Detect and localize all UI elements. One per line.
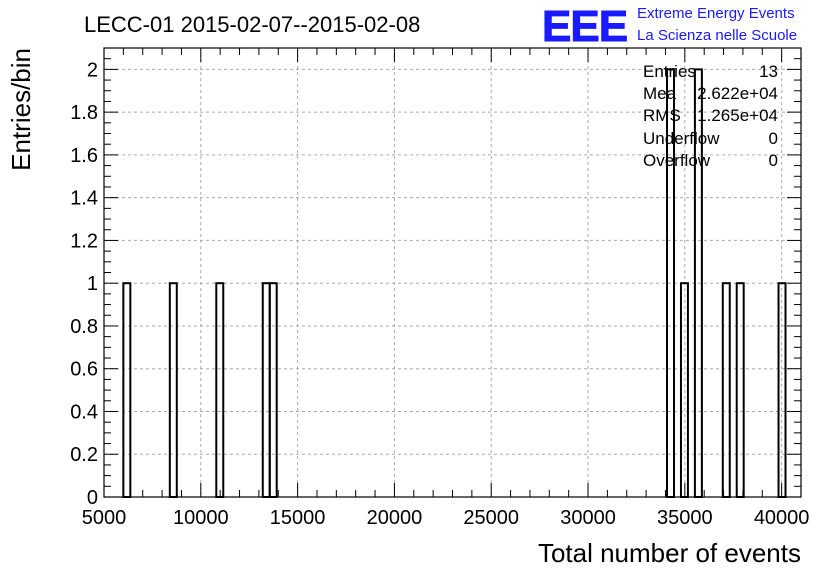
- stats-entries-label: Entries: [643, 62, 696, 81]
- stats-underflow-label: Underflow: [643, 129, 720, 148]
- x-tick-label: 10000: [173, 507, 229, 529]
- x-tick-label: 25000: [463, 507, 519, 529]
- x-tick-label: 5000: [82, 507, 127, 529]
- x-tick-label: 20000: [367, 507, 423, 529]
- x-axis-ticks: 5000 10000 15000 20000 25000 30000 35000 40000: [82, 48, 810, 529]
- y-tick-label: 1: [87, 273, 98, 295]
- stats-box: Entries 13 Mea 2.622e+04 RMS 1.265e+04 U…: [643, 62, 778, 170]
- y-axis-label: Entries/bin: [6, 48, 36, 171]
- y-tick-label: 2: [87, 59, 98, 81]
- grid-layer: [104, 48, 801, 497]
- stats-entries-value: 13: [759, 62, 778, 81]
- stats-rms-label: RMS: [643, 106, 681, 125]
- y-tick-label: 1.4: [70, 188, 98, 210]
- eee-logo: EEE: [542, 2, 627, 51]
- y-axis-ticks: 0 0.2 0.4 0.6 0.8 1 1.2 1.4 1.6 1.8 2: [70, 58, 801, 509]
- x-tick-label: 40000: [754, 507, 810, 529]
- histogram-bar: [268, 282, 278, 499]
- histogram-bar: [735, 282, 745, 499]
- stats-overflow-label: Overflow: [643, 151, 711, 170]
- y-tick-label: 0.6: [70, 359, 98, 381]
- logo-caption-line2: La Scienza nelle Scuole: [637, 27, 797, 44]
- histogram-bar: [721, 282, 731, 499]
- y-tick-label: 0.8: [70, 316, 98, 338]
- histogram-bar: [168, 282, 178, 499]
- y-tick-label: 0.2: [70, 444, 98, 466]
- stats-mean-value: 2.622e+04: [697, 84, 778, 103]
- y-tick-label: 1.8: [70, 102, 98, 124]
- x-axis-label: Total number of events: [538, 538, 801, 568]
- stats-overflow-value: 0: [769, 151, 778, 170]
- x-tick-label: 15000: [270, 507, 326, 529]
- y-tick-label: 1.6: [70, 145, 98, 167]
- stats-underflow-value: 0: [769, 129, 778, 148]
- y-tick-label: 0: [87, 487, 98, 509]
- stats-mean-label: Mea: [643, 84, 677, 103]
- histogram-bar: [215, 282, 225, 499]
- histogram-bar: [122, 282, 132, 499]
- chart-title: LECC-01 2015-02-07--2015-02-08: [84, 12, 420, 37]
- y-tick-label: 1.2: [70, 230, 98, 252]
- histogram-bar: [261, 282, 271, 499]
- x-tick-label: 35000: [657, 507, 713, 529]
- x-tick-label: 30000: [560, 507, 616, 529]
- stats-rms-value: 1.265e+04: [697, 106, 778, 125]
- logo-caption-line1: Extreme Energy Events: [637, 5, 795, 22]
- y-tick-label: 0.4: [70, 401, 98, 423]
